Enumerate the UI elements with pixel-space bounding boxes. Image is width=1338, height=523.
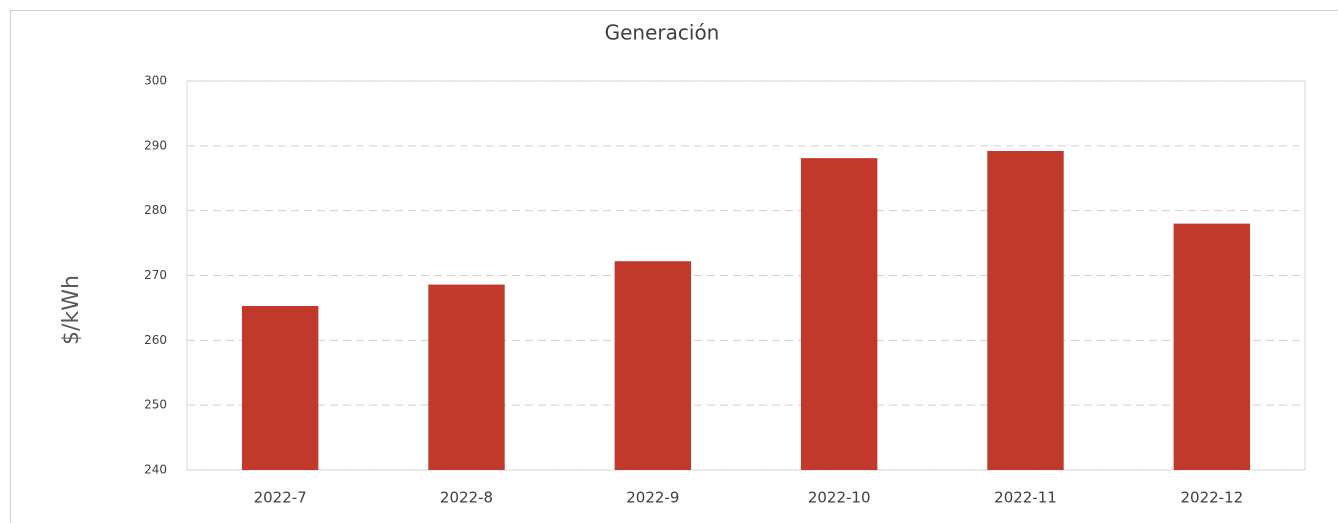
y-tick-label: 250 (144, 398, 167, 412)
y-tick-label: 240 (144, 463, 167, 477)
bar (614, 261, 692, 470)
x-tick-label: 2022-7 (254, 489, 307, 507)
bar (800, 158, 878, 470)
x-tick-label: 2022-10 (808, 489, 871, 507)
x-tick-label: 2022-8 (440, 489, 493, 507)
chart-title: Generación (605, 21, 720, 45)
y-tick-label: 300 (144, 74, 167, 88)
y-tick-label: 280 (144, 203, 167, 217)
y-axis-label: $/kWh (59, 275, 84, 345)
bar (428, 284, 505, 470)
x-tick-label: 2022-9 (626, 489, 679, 507)
y-tick-label: 260 (144, 333, 167, 347)
bar (987, 151, 1064, 470)
x-tick-label: 2022-12 (1180, 489, 1243, 507)
x-tick-label: 2022-11 (994, 489, 1057, 507)
bar (241, 305, 319, 470)
y-tick-label: 270 (144, 268, 167, 282)
y-tick-label: 290 (144, 138, 167, 152)
bar (1173, 223, 1251, 470)
